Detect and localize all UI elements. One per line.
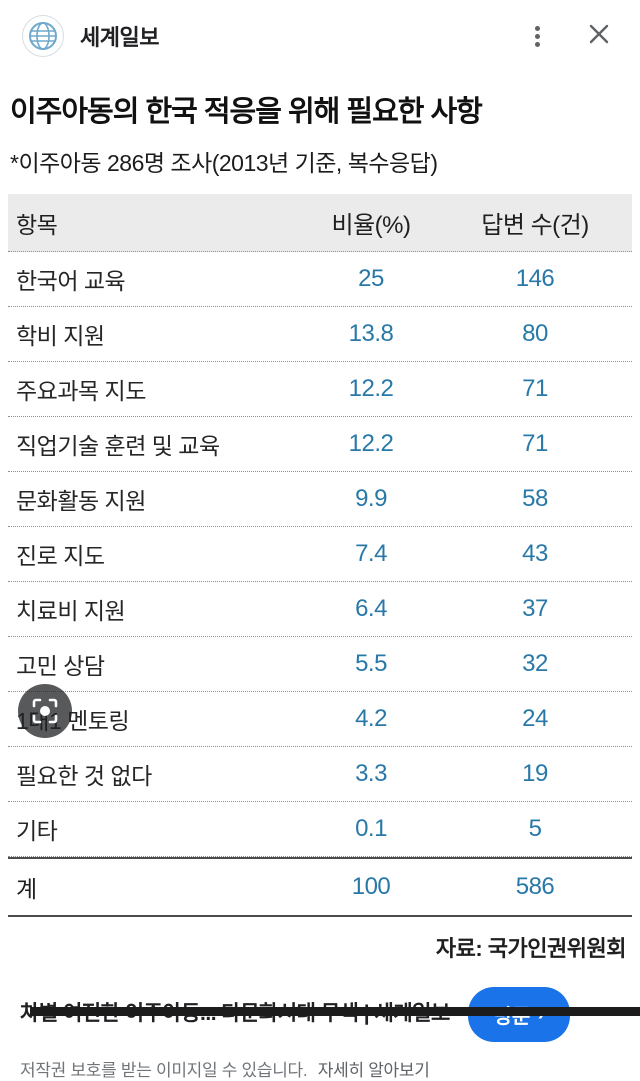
table-row: 한국어 교육 25 146 xyxy=(8,252,632,307)
row-count: 71 xyxy=(522,430,548,457)
row-pct: 25 xyxy=(358,265,384,292)
chart-title: 이주아동의 한국 적응을 위해 필요한 사항 xyxy=(10,96,483,128)
copyright-row: 저작권 보호를 받는 이미지일 수 있습니다. 자세히 알아보기 xyxy=(0,1048,640,1081)
row-item: 학비 지원 xyxy=(16,323,105,349)
row-item: 치료비 지원 xyxy=(16,598,126,624)
table-row: 주요과목 지도 12.2 71 xyxy=(8,362,632,417)
header-count: 답변 수(건) xyxy=(481,212,589,239)
row-item: 직업기술 훈련 및 교육 xyxy=(16,433,220,459)
row-pct: 7.4 xyxy=(355,540,387,567)
publisher-link[interactable]: 세계일보 xyxy=(22,15,159,57)
header-item: 항목 xyxy=(16,211,58,238)
row-count: 71 xyxy=(522,375,548,402)
table-row: 진로 지도 7.4 43 xyxy=(8,527,632,582)
data-table: 항목 비율(%) 답변 수(건) 한국어 교육 25 146 학비 지원 13.… xyxy=(8,194,632,917)
table-row: 학비 지원 13.8 80 xyxy=(8,307,632,362)
row-pct: 5.5 xyxy=(355,650,387,677)
learn-more-link[interactable]: 자세히 알아보기 xyxy=(317,1061,430,1080)
row-pct: 4.2 xyxy=(355,705,387,732)
chart-subtitle: *이주아동 286명 조사(2013년 기준, 복수응답) xyxy=(10,150,438,176)
row-item: 진로 지도 xyxy=(16,543,105,569)
table-row: 직업기술 훈련 및 교육 12.2 71 xyxy=(8,417,632,472)
viewer-topbar: 세계일보 xyxy=(0,0,640,72)
total-count: 586 xyxy=(515,873,555,900)
row-item: 문화활동 지원 xyxy=(16,488,146,514)
table-header-row: 항목 비율(%) 답변 수(건) xyxy=(8,194,632,252)
total-item: 계 xyxy=(16,876,37,902)
row-pct: 0.1 xyxy=(355,815,387,842)
google-lens-icon[interactable] xyxy=(18,684,72,738)
table-row: 치료비 지원 6.4 37 xyxy=(8,582,632,637)
next-image-preview xyxy=(30,1007,640,1016)
total-pct: 100 xyxy=(351,873,391,900)
infographic-image: 이주아동의 한국 적응을 위해 필요한 사항 *이주아동 286명 조사(201… xyxy=(0,72,640,973)
data-source: 자료: 국가인권위원회 xyxy=(435,936,627,961)
row-pct: 6.4 xyxy=(355,595,387,622)
close-icon[interactable] xyxy=(580,15,618,58)
header-pct: 비율(%) xyxy=(331,212,411,239)
table-row: 고민 상담 5.5 32 xyxy=(8,637,632,692)
row-count: 24 xyxy=(522,705,548,732)
row-item: 필요한 것 없다 xyxy=(16,763,152,789)
publisher-globe-logo-icon xyxy=(22,15,64,57)
more-options-icon[interactable] xyxy=(521,15,554,58)
row-count: 80 xyxy=(522,320,548,347)
row-count: 19 xyxy=(522,760,548,787)
row-count: 5 xyxy=(528,815,542,842)
row-count: 58 xyxy=(522,485,548,512)
row-count: 37 xyxy=(522,595,548,622)
publisher-name: 세계일보 xyxy=(80,25,159,50)
row-item: 주요과목 지도 xyxy=(16,378,146,404)
row-pct: 12.2 xyxy=(348,430,394,457)
row-pct: 3.3 xyxy=(355,760,387,787)
row-count: 43 xyxy=(522,540,548,567)
row-pct: 9.9 xyxy=(355,485,387,512)
row-item: 한국어 교육 xyxy=(16,268,126,294)
row-count: 146 xyxy=(515,265,555,292)
copyright-text: 저작권 보호를 받는 이미지일 수 있습니다. xyxy=(20,1061,308,1080)
table-total-row: 계 100 586 xyxy=(8,857,632,917)
table-row: 필요한 것 없다 3.3 19 xyxy=(8,747,632,802)
row-item: 고민 상담 xyxy=(16,653,105,679)
row-item: 기타 xyxy=(16,818,58,844)
row-pct: 13.8 xyxy=(348,320,394,347)
table-row: 문화활동 지원 9.9 58 xyxy=(8,472,632,527)
table-row: 1대1 멘토링 4.2 24 xyxy=(8,692,632,747)
row-pct: 12.2 xyxy=(348,375,394,402)
table-row: 기타 0.1 5 xyxy=(8,802,632,857)
row-count: 32 xyxy=(522,650,548,677)
